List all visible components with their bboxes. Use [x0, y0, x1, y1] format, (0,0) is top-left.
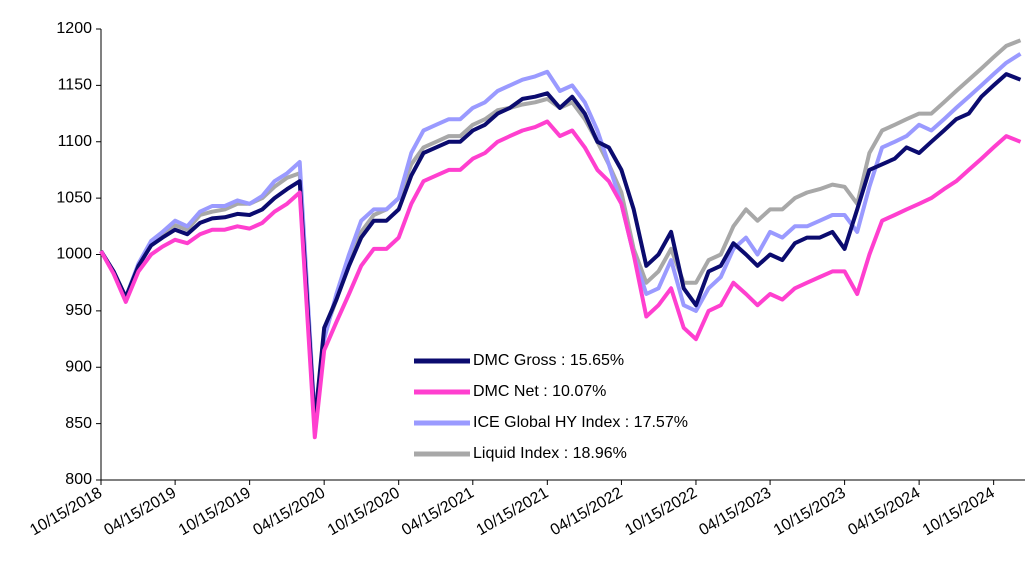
x-tick-label: 04/15/2019: [101, 484, 179, 539]
y-tick-label: 1000: [56, 246, 92, 263]
legend-box: [405, 345, 767, 467]
legend-label: Liquid Index : 18.96%: [473, 445, 627, 462]
legend-label: DMC Net : 10.07%: [473, 383, 606, 400]
series-line: [99, 119, 1022, 440]
x-tick-label: 10/15/2020: [325, 484, 403, 539]
series-line: [99, 52, 1022, 420]
y-tick-label: 1200: [56, 20, 92, 37]
y-tick-label: 1150: [58, 77, 93, 94]
y-tick-label: 1050: [56, 189, 92, 206]
x-tick-label: 10/15/2018: [27, 484, 105, 539]
x-tick-label: 04/15/2023: [696, 484, 774, 539]
y-tick-label: 800: [65, 471, 92, 488]
x-tick-label: 04/15/2022: [548, 484, 626, 539]
x-tick-label: 10/15/2023: [771, 484, 849, 539]
x-tick-label: 10/15/2019: [176, 484, 254, 539]
y-tick-label: 850: [65, 415, 92, 432]
x-tick-label: 10/15/2021: [474, 484, 552, 539]
legend-label: ICE Global HY Index : 17.57%: [473, 414, 688, 431]
y-tick-label: 1100: [58, 133, 93, 150]
y-tick-label: 900: [65, 358, 92, 375]
x-tick-label: 04/15/2024: [845, 484, 923, 539]
x-tick-label: 10/15/2024: [920, 484, 998, 539]
legend-label: DMC Gross : 15.65%: [473, 352, 624, 369]
x-tick-label: 04/15/2021: [399, 484, 477, 539]
x-tick-label: 10/15/2022: [622, 484, 700, 539]
series-line: [99, 72, 1022, 426]
y-tick-label: 950: [65, 302, 92, 319]
x-tick-label: 04/15/2020: [250, 484, 328, 539]
